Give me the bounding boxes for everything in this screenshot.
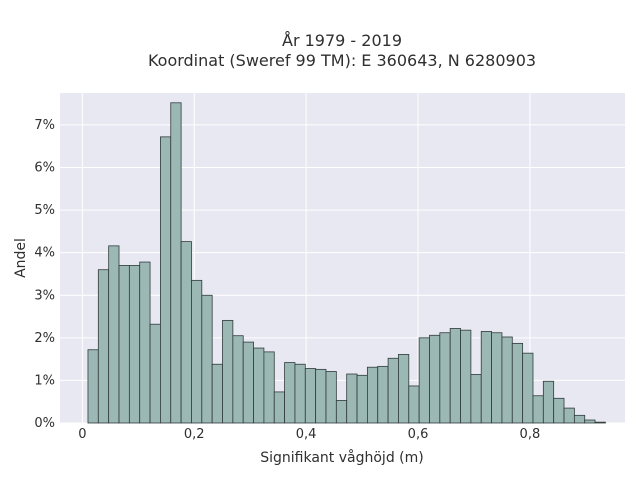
- histogram-bar: [315, 368, 327, 424]
- histogram-bar: [418, 337, 430, 424]
- y-tick-label: 7%: [34, 118, 55, 133]
- histogram-bar: [128, 265, 141, 424]
- histogram-bar: [501, 336, 513, 424]
- histogram-bar: [542, 380, 555, 424]
- chart-title-line-2: Koordinat (Sweref 99 TM): E 360643, N 62…: [148, 51, 536, 70]
- x-axis-ticks: 0 0,2 0,4 0,6 0,8: [78, 427, 540, 442]
- histogram-bar: [232, 335, 244, 424]
- histogram-bar: [366, 366, 379, 424]
- histogram-bar: [429, 334, 441, 424]
- grid-lines: [60, 93, 625, 424]
- histogram-bar: [201, 294, 213, 424]
- histogram-bar: [335, 400, 348, 424]
- chart-title-line-1: År 1979 - 2019: [282, 31, 402, 50]
- histogram-bar: [118, 265, 130, 424]
- histogram-bar: [594, 421, 606, 424]
- histogram-bar: [263, 351, 275, 424]
- y-tick-label: 0%: [34, 416, 55, 431]
- x-tick-label: 0: [78, 427, 86, 442]
- y-axis-label: Andel: [13, 238, 29, 278]
- histogram-bar: [222, 319, 234, 424]
- histogram-bar: [108, 245, 120, 424]
- x-tick-label: 0,6: [408, 427, 429, 442]
- histogram-bar: [563, 407, 575, 424]
- y-tick-label: 2%: [34, 331, 55, 346]
- histogram-bar: [87, 349, 99, 424]
- histogram-bar: [470, 374, 482, 424]
- histogram-bar: [377, 365, 389, 424]
- histogram-bar: [294, 363, 306, 424]
- histogram-bar: [398, 354, 410, 424]
- y-tick-label: 5%: [34, 203, 55, 218]
- histogram-bar: [284, 362, 296, 424]
- x-tick-label: 0,2: [184, 427, 205, 442]
- histogram-bar: [139, 261, 151, 424]
- x-tick-label: 0,8: [520, 427, 541, 442]
- histogram-bar: [439, 332, 451, 424]
- histogram-bar: [180, 241, 192, 424]
- histogram-bar: [408, 385, 420, 424]
- histogram-bar: [149, 323, 161, 424]
- histogram-bar: [211, 363, 223, 424]
- histogram-bar: [304, 368, 317, 424]
- histogram-bar: [346, 373, 358, 424]
- histogram-bar: [460, 329, 472, 424]
- y-tick-label: 6%: [34, 161, 55, 176]
- histogram-bar: [356, 374, 368, 424]
- histogram-bar: [532, 395, 544, 424]
- histogram-bar: [387, 357, 399, 424]
- histogram-bar: [242, 341, 254, 424]
- x-axis-label: Signifikant våghöjd (m): [260, 449, 423, 466]
- histogram-bar: [170, 102, 182, 424]
- histogram-bar: [491, 332, 503, 424]
- histogram-bar: [160, 136, 172, 424]
- x-tick-label: 0,4: [296, 427, 317, 442]
- histogram-bar: [522, 352, 534, 424]
- y-axis-ticks: 0% 1% 2% 3% 4% 5% 6% 7%: [34, 118, 55, 431]
- histogram-bar: [573, 414, 586, 424]
- histogram-bar: [97, 269, 110, 424]
- histogram-bar: [449, 328, 461, 424]
- histogram-bar: [325, 371, 337, 424]
- histogram-bar: [273, 391, 286, 424]
- histogram-bar: [253, 347, 265, 424]
- y-tick-label: 4%: [34, 246, 55, 261]
- y-tick-label: 3%: [34, 288, 55, 303]
- histogram-bar: [480, 331, 492, 424]
- histogram-bars: [87, 102, 606, 424]
- histogram-bar: [584, 419, 596, 424]
- histogram-bar: [553, 397, 565, 424]
- y-tick-label: 1%: [34, 373, 55, 388]
- histogram-bar: [191, 279, 203, 424]
- histogram-bar: [511, 342, 524, 424]
